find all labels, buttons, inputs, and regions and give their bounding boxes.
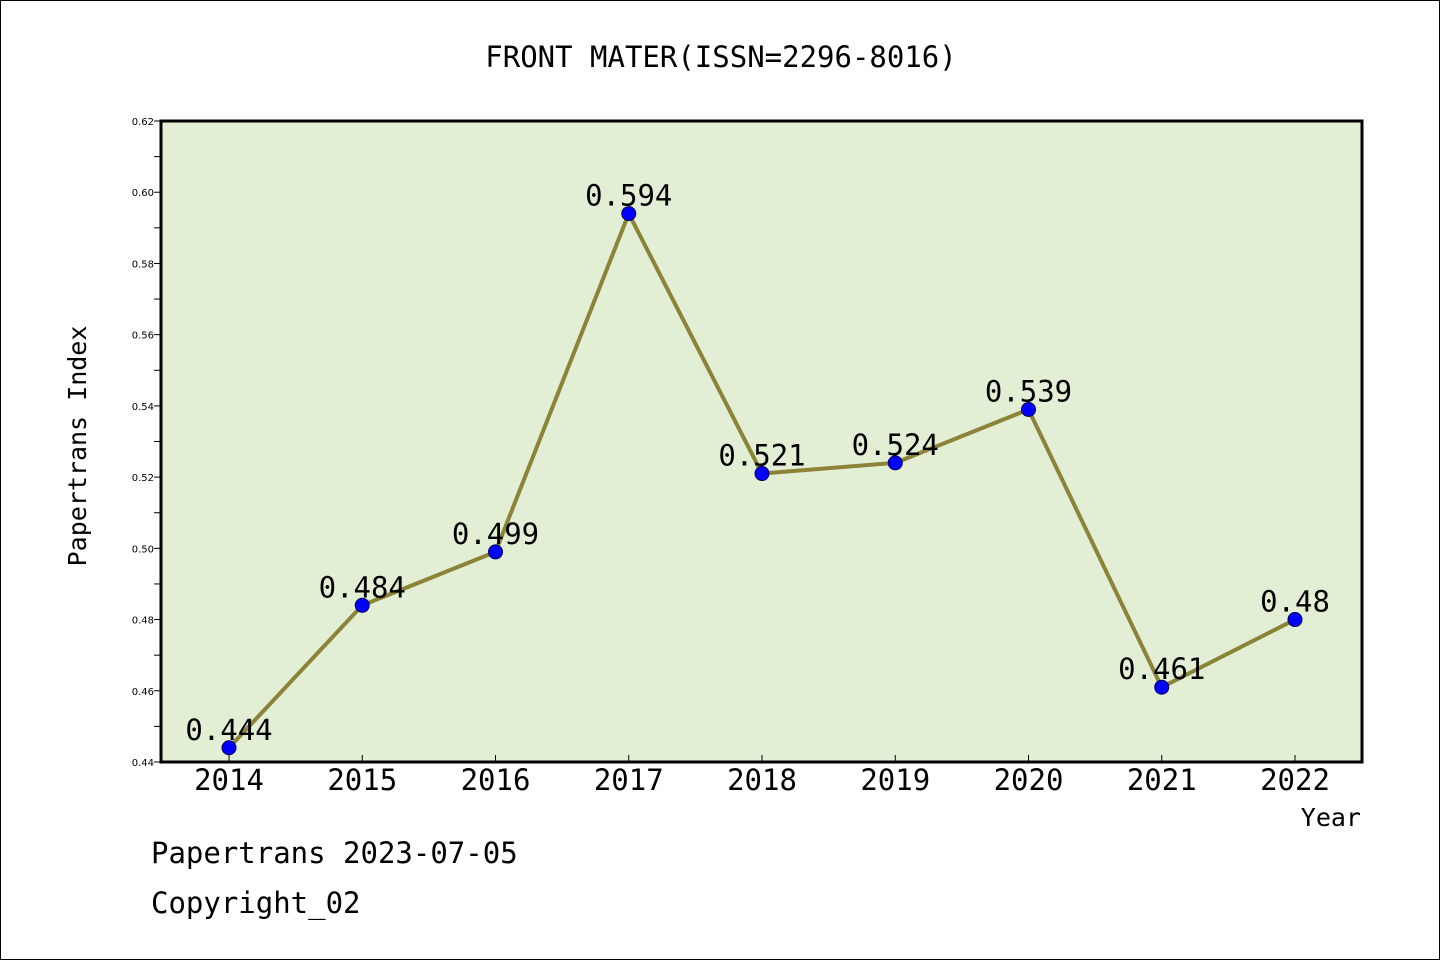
x-tick-label: 2017 bbox=[594, 763, 664, 797]
y-tick-label: 0.54 bbox=[132, 402, 154, 413]
data-point bbox=[1154, 679, 1170, 695]
data-label: 0.524 bbox=[852, 428, 939, 462]
y-tick-label: 0.56 bbox=[132, 331, 154, 342]
x-tick-label: 2020 bbox=[994, 763, 1064, 797]
x-tick-label: 2022 bbox=[1260, 763, 1330, 797]
y-tick-label: 0.52 bbox=[132, 473, 154, 484]
data-point bbox=[221, 740, 237, 756]
y-tick-label: 0.62 bbox=[132, 117, 154, 128]
data-point bbox=[754, 466, 770, 482]
x-tick-label: 2019 bbox=[860, 763, 930, 797]
data-label: 0.521 bbox=[718, 439, 805, 473]
data-point bbox=[621, 206, 637, 222]
data-label: 0.484 bbox=[319, 570, 406, 604]
data-point bbox=[354, 597, 370, 613]
data-label: 0.539 bbox=[985, 374, 1072, 408]
y-tick-label: 0.48 bbox=[132, 616, 154, 627]
x-tick-label: 2021 bbox=[1127, 763, 1197, 797]
data-point bbox=[1021, 401, 1036, 417]
x-tick-label: 2014 bbox=[194, 763, 264, 797]
y-tick-label: 0.44 bbox=[132, 758, 154, 769]
chart-title: FRONT MATER(ISSN=2296-8016) bbox=[485, 40, 956, 74]
data-label: 0.461 bbox=[1118, 652, 1205, 686]
y-tick-label: 0.50 bbox=[132, 544, 154, 555]
data-label: 0.499 bbox=[452, 517, 539, 551]
y-tick-label: 0.60 bbox=[132, 188, 154, 199]
footer-date: Papertrans 2023-07-05 bbox=[151, 836, 518, 870]
x-tick-label: 2015 bbox=[327, 763, 397, 797]
data-label: 0.48 bbox=[1260, 585, 1330, 619]
y-axis-label: Papertrans Index bbox=[63, 326, 92, 567]
x-tick-label: 2018 bbox=[727, 763, 797, 797]
x-tick-label: 2016 bbox=[461, 763, 531, 797]
series-index: 0.444 0.484 0.499 0.594 0.521 0.524 0.539 0.461… bbox=[185, 179, 1330, 756]
data-point bbox=[1287, 612, 1303, 628]
y-tick-label: 0.46 bbox=[132, 687, 154, 698]
x-axis-label: Year bbox=[1301, 803, 1361, 832]
data-label: 0.444 bbox=[185, 713, 272, 747]
y-axis: 0.44 0.46 0.48 0.50 0.52 0.54 0.56 0.58 0.60 0.62 bbox=[132, 117, 161, 769]
data-point bbox=[488, 544, 503, 560]
footer-copyright: Copyright_02 bbox=[151, 886, 361, 920]
y-tick-label: 0.58 bbox=[132, 259, 154, 270]
data-label: 0.594 bbox=[585, 179, 672, 213]
plot-area bbox=[159, 119, 1364, 764]
x-axis: 2014 2015 2016 2017 2018 2019 2020 2021 2022 bbox=[194, 755, 1330, 797]
data-point bbox=[887, 455, 903, 471]
